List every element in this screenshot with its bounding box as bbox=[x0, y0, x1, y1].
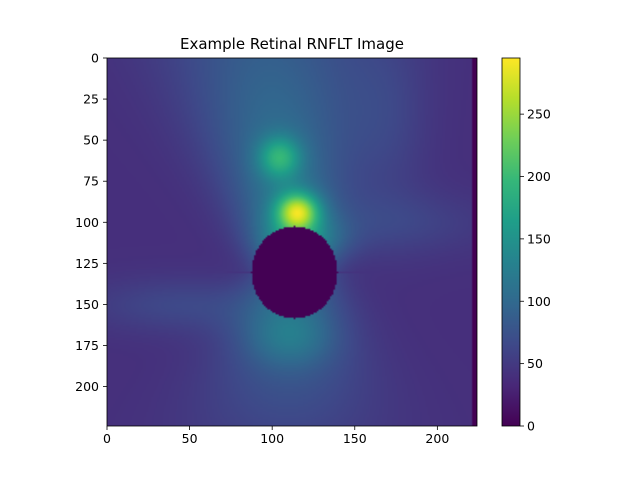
colorbar-tick-label: 150 bbox=[527, 231, 551, 246]
colorbar-tick-label: 50 bbox=[527, 356, 543, 371]
colorbar-tick-label: 0 bbox=[527, 419, 535, 434]
x-tick-label: 100 bbox=[260, 431, 284, 446]
colorbar-frame bbox=[501, 57, 521, 427]
y-tick-label: 25 bbox=[83, 92, 99, 107]
y-tick-label: 125 bbox=[75, 256, 99, 271]
colorbar-tick-label: 100 bbox=[527, 294, 551, 309]
y-tick-label: 175 bbox=[75, 338, 99, 353]
colorbar-tick-label: 200 bbox=[527, 169, 551, 184]
x-tick-label: 200 bbox=[425, 431, 449, 446]
y-tick-label: 50 bbox=[83, 133, 99, 148]
plot-frame bbox=[106, 57, 478, 427]
colorbar-axis: 0 50 100 150 200 250 bbox=[520, 107, 551, 434]
x-tick-label: 150 bbox=[343, 431, 367, 446]
heatmap-image bbox=[107, 58, 477, 426]
y-tick-label: 0 bbox=[91, 51, 99, 66]
colorbar-tick-label: 250 bbox=[527, 107, 551, 122]
colorbar-gradient bbox=[502, 58, 520, 426]
y-tick-label: 150 bbox=[75, 297, 99, 312]
y-axis: 0 25 50 75 100 125 150 175 200 bbox=[75, 51, 107, 394]
chart-title: Example Retinal RNFLT Image bbox=[180, 35, 404, 53]
x-tick-label: 0 bbox=[103, 431, 111, 446]
y-tick-label: 200 bbox=[75, 379, 99, 394]
y-tick-label: 100 bbox=[75, 215, 99, 230]
y-tick-label: 75 bbox=[83, 174, 99, 189]
x-tick-label: 50 bbox=[182, 431, 198, 446]
colorbar: 0 50 100 150 200 250 bbox=[501, 57, 551, 434]
x-axis: 0 50 100 150 200 bbox=[103, 426, 449, 446]
